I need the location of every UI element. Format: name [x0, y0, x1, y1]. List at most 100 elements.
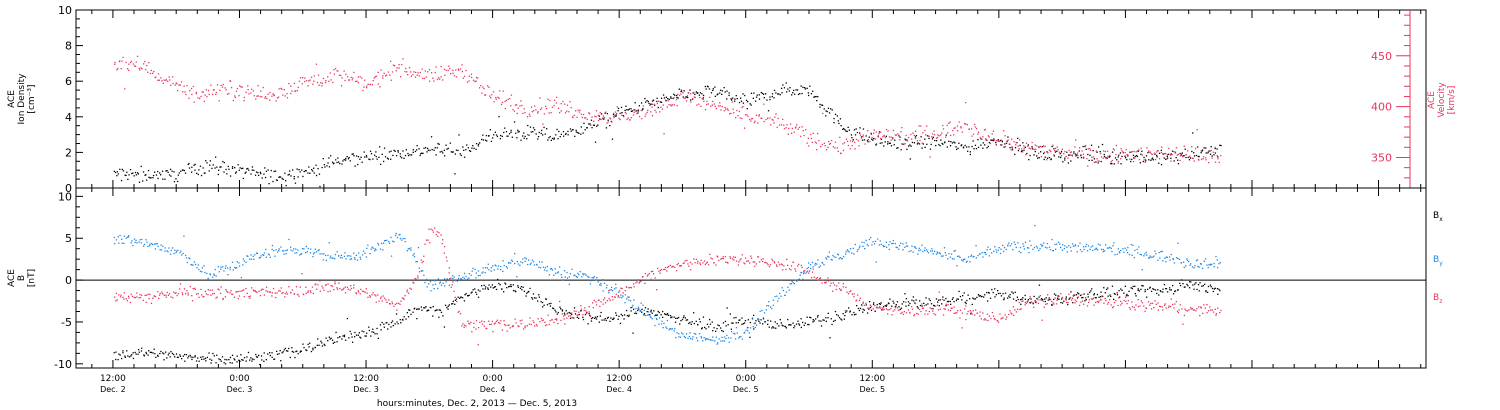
data-point: [863, 309, 865, 311]
data-point: [1003, 250, 1005, 253]
data-point: [279, 290, 281, 292]
data-point: [704, 263, 706, 265]
data-point: [215, 91, 217, 94]
data-point: [1218, 263, 1220, 265]
data-point: [354, 331, 356, 334]
data-point: [203, 100, 205, 102]
data-point: [452, 69, 454, 72]
data-point: [190, 264, 192, 266]
data-point: [379, 146, 381, 148]
data-point: [800, 326, 802, 329]
data-point: [1071, 155, 1074, 157]
data-point: [1138, 246, 1140, 248]
data-point: [900, 242, 902, 244]
data-point: [653, 310, 655, 312]
data-point: [880, 307, 882, 309]
data-point: [1012, 298, 1015, 300]
data-point: [983, 252, 985, 254]
data-point: [815, 142, 818, 144]
data-point: [220, 84, 222, 87]
data-point: [624, 111, 626, 113]
data-point: [619, 118, 621, 121]
data-point: [196, 172, 198, 174]
data-point: [240, 276, 242, 279]
data-point: [1207, 266, 1209, 269]
data-point: [648, 311, 650, 313]
data-point: [931, 250, 934, 252]
data-point: [346, 255, 349, 257]
data-point: [278, 248, 280, 250]
data-point: [254, 290, 256, 292]
data-point: [156, 243, 158, 245]
data-point: [155, 356, 157, 358]
data-point: [989, 248, 991, 250]
data-point: [1044, 156, 1046, 158]
data-point: [711, 321, 713, 323]
data-point: [699, 262, 701, 264]
y2-tick-label: 350: [1371, 151, 1392, 164]
data-point: [369, 296, 371, 298]
data-point: [944, 141, 946, 143]
data-point: [1126, 293, 1128, 296]
data-point: [412, 151, 414, 153]
data-point: [304, 80, 306, 83]
data-point: [364, 291, 366, 293]
data-point: [659, 272, 661, 274]
data-point: [416, 318, 418, 320]
data-point: [597, 124, 599, 126]
data-point: [414, 150, 417, 153]
data-point: [757, 318, 759, 320]
data-point: [794, 127, 797, 129]
data-point: [714, 86, 716, 88]
data-point: [328, 336, 330, 338]
data-point: [571, 268, 573, 270]
data-point: [444, 304, 447, 306]
data-point: [1174, 151, 1177, 153]
data-point: [755, 100, 757, 102]
data-point: [516, 104, 518, 106]
data-point: [863, 304, 865, 307]
data-point: [249, 258, 251, 260]
data-point: [176, 250, 178, 252]
data-point: [692, 92, 694, 94]
data-point: [1112, 245, 1114, 247]
data-point: [654, 109, 656, 111]
data-point: [958, 290, 960, 293]
data-point: [972, 133, 975, 135]
data-point: [369, 295, 371, 297]
data-point: [241, 86, 243, 88]
data-point: [853, 296, 855, 298]
data-point: [901, 143, 903, 145]
data-point: [297, 249, 299, 251]
data-point: [1015, 144, 1017, 146]
data-point: [586, 127, 588, 129]
data-point: [473, 326, 475, 329]
data-point: [1060, 156, 1062, 159]
data-point: [503, 320, 505, 322]
data-point: [1201, 150, 1203, 152]
data-point: [1076, 251, 1078, 253]
data-point: [925, 304, 927, 306]
data-point: [615, 314, 618, 316]
data-point: [136, 242, 138, 244]
data-point: [1134, 293, 1136, 295]
data-point: [719, 89, 722, 91]
data-point: [146, 179, 148, 181]
data-point: [286, 97, 289, 99]
data-point: [318, 344, 320, 346]
data-point: [139, 294, 141, 296]
data-point: [1073, 152, 1075, 154]
data-point: [328, 157, 330, 159]
data-point: [1031, 141, 1033, 144]
data-point: [1038, 249, 1040, 252]
data-point: [292, 250, 294, 252]
data-point: [475, 80, 477, 82]
data-point: [621, 287, 623, 290]
data-point: [1069, 246, 1072, 248]
data-point: [876, 306, 878, 309]
data-point: [1113, 163, 1115, 165]
data-point: [750, 118, 753, 120]
data-point: [567, 130, 569, 133]
data-point: [766, 99, 768, 101]
data-point: [1184, 286, 1186, 288]
